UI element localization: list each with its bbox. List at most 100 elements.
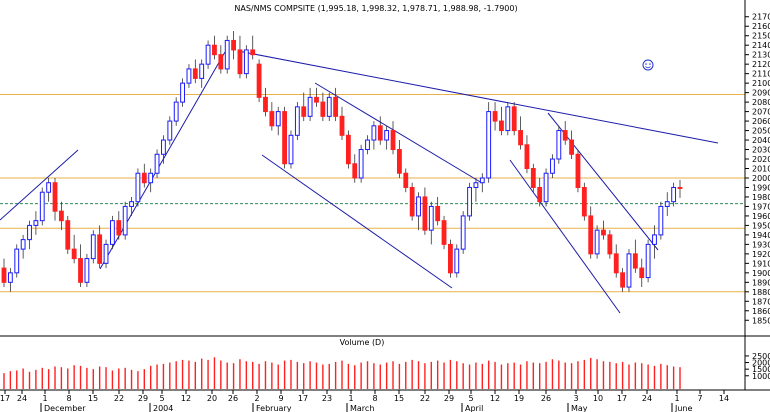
candle-body	[320, 101, 326, 117]
trendline	[237, 50, 719, 144]
candle-body	[141, 172, 147, 184]
x-tick-label: 14	[719, 394, 729, 403]
price-tick-label: 1990	[752, 183, 770, 192]
candle-body	[237, 49, 243, 75]
price-tick-label: 2000	[752, 174, 770, 183]
smiley-icon	[642, 59, 654, 71]
price-tick-label: 1920	[752, 250, 770, 259]
candle-body	[588, 215, 594, 255]
price-tick-label: 1940	[752, 231, 770, 240]
candle-body	[52, 182, 58, 212]
price-tick-label: 2020	[752, 155, 770, 164]
candle-body	[479, 177, 485, 184]
price-tick-label: 2060	[752, 117, 770, 126]
x-tick-label: 2	[254, 394, 259, 403]
volume-bars	[3, 357, 681, 389]
candle-body	[377, 125, 383, 141]
candle-body	[345, 134, 351, 165]
candle-body	[224, 39, 230, 70]
candle-body	[632, 253, 638, 269]
candle-body	[569, 139, 574, 155]
candle-body	[671, 186, 677, 203]
candle-body	[1, 267, 7, 283]
price-tick-label: 2080	[752, 98, 770, 107]
x-tick-label: 5	[468, 394, 473, 403]
candle-body	[7, 272, 13, 283]
candle-body	[58, 210, 64, 222]
price-tick-label: 2140	[752, 41, 770, 50]
candle-body	[626, 253, 632, 288]
candle-body	[537, 186, 543, 203]
price-tick-label: 1850	[752, 316, 770, 325]
price-tick-label: 1950	[752, 221, 770, 230]
x-tick-label: 7	[697, 394, 702, 403]
candle-body	[186, 68, 192, 84]
candle-body	[154, 153, 160, 174]
candle-body	[307, 96, 313, 117]
x-tick-label: 1	[42, 394, 47, 403]
candle-body	[390, 130, 396, 151]
price-panel	[0, 0, 745, 326]
candle-body	[97, 234, 103, 264]
price-tick-label: 2070	[752, 108, 770, 117]
volume-tick-label: 10000	[752, 372, 770, 381]
price-tick-label: 2090	[752, 89, 770, 98]
price-tick-label: 2040	[752, 136, 770, 145]
price-tick-label: 2130	[752, 51, 770, 60]
candle-body	[294, 106, 300, 136]
candle-body	[65, 220, 71, 250]
candle-body	[467, 186, 472, 217]
candle-body	[422, 196, 428, 231]
price-tick-label: 1960	[752, 212, 770, 221]
candle-body	[613, 253, 619, 274]
trendline	[509, 159, 621, 314]
x-tick-label: 1	[674, 394, 679, 403]
x-tick-label: 17	[298, 394, 308, 403]
trendlines	[0, 50, 719, 314]
candle-body	[664, 201, 670, 207]
candle-body	[384, 130, 390, 141]
candle-body	[71, 248, 77, 260]
candle-body	[601, 229, 606, 236]
x-tick-label: 29	[138, 394, 148, 403]
candle-body	[658, 205, 664, 236]
candle-body	[448, 243, 453, 274]
month-label: 2004	[153, 404, 173, 412]
candle-body	[135, 172, 141, 203]
price-tick-label: 2160	[752, 22, 770, 31]
candle-body	[639, 267, 645, 279]
candle-body	[263, 96, 268, 113]
volume-tick-label: 20000	[752, 359, 770, 368]
volume-axis: 10000150002000025000	[745, 352, 770, 381]
candle-body	[161, 139, 166, 155]
x-tick-label: 17	[0, 394, 10, 403]
price-tick-label: 1970	[752, 202, 770, 211]
candle-body	[33, 220, 39, 226]
x-tick-label: 12	[490, 394, 500, 403]
candle-body	[371, 125, 377, 141]
x-tick-label: 29	[444, 394, 454, 403]
price-tick-label: 1870	[752, 297, 770, 306]
candle-body	[556, 130, 562, 160]
candle-body	[27, 224, 32, 241]
candle-body	[46, 182, 52, 193]
price-tick-label: 1860	[752, 307, 770, 316]
price-tick-label: 2030	[752, 146, 770, 155]
candle-body	[199, 63, 205, 79]
candle-body	[275, 111, 281, 127]
volume-tick-label: 25000	[752, 352, 770, 361]
x-tick-label: 12	[181, 394, 191, 403]
candle-body	[620, 272, 626, 288]
candle-body	[352, 163, 358, 179]
candle-body	[550, 158, 555, 174]
x-tick-label: 23	[322, 394, 332, 403]
candle-body	[84, 258, 90, 283]
candle-body	[205, 44, 211, 65]
candle-body	[473, 182, 479, 188]
candle-body	[575, 153, 581, 188]
candle-body	[524, 144, 530, 169]
candle-body	[543, 172, 549, 203]
x-tick-label: 24	[642, 394, 652, 403]
candle-body	[243, 49, 249, 75]
